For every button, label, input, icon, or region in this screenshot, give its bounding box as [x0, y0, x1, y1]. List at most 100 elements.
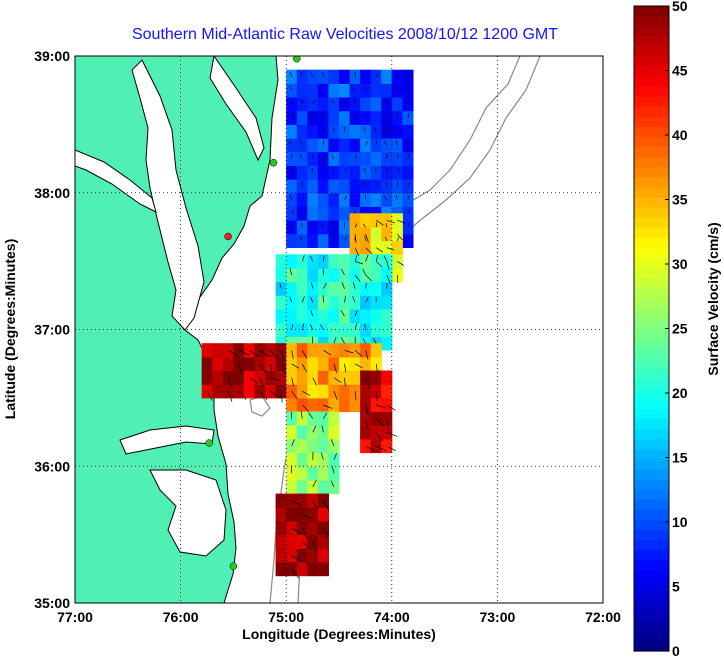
velocity-cell	[212, 343, 224, 358]
velocity-cell	[307, 295, 319, 310]
velocity-cell	[349, 281, 361, 296]
velocity-cell	[307, 69, 319, 84]
velocity-vector	[376, 247, 383, 253]
velocity-cell	[370, 309, 382, 324]
colorbar-segment	[634, 288, 669, 299]
velocity-cell	[286, 220, 298, 235]
velocity-vector	[386, 219, 396, 224]
velocity-vector	[362, 127, 366, 132]
velocity-cell	[381, 83, 393, 98]
velocity-vector	[354, 233, 357, 243]
velocity-cell	[307, 151, 319, 166]
velocity-vector	[312, 100, 316, 105]
velocity-vector	[312, 479, 317, 488]
velocity-cell	[317, 479, 329, 495]
velocity-vector	[228, 377, 232, 389]
colorbar-segment	[634, 399, 669, 410]
colorbar-segment	[634, 36, 669, 47]
velocity-vector	[312, 223, 315, 228]
velocity-vector	[365, 404, 370, 416]
velocity-cell	[328, 397, 340, 413]
velocity-vector	[344, 349, 354, 354]
velocity-cell	[370, 192, 382, 207]
velocity-cell	[317, 110, 329, 125]
velocity-vector	[406, 86, 409, 91]
colorbar-segment	[634, 459, 669, 471]
velocity-vector	[396, 236, 400, 242]
velocity-cell	[328, 295, 340, 310]
colorbar-tick-label: 10	[672, 514, 688, 530]
colorbar-segment	[634, 308, 669, 320]
velocity-vector	[365, 233, 369, 243]
velocity-cell	[286, 281, 298, 296]
velocity-cell	[349, 213, 361, 228]
velocity-cell	[307, 192, 319, 207]
velocity-vector	[373, 127, 377, 132]
velocity-cell	[317, 507, 329, 522]
velocity-vector	[310, 255, 314, 262]
y-tick-label: 36:00	[34, 458, 70, 474]
velocity-cell	[328, 281, 340, 296]
velocity-cell	[307, 83, 319, 98]
velocity-cell	[296, 548, 308, 563]
velocity-vector	[365, 282, 367, 289]
velocity-vector	[385, 236, 388, 242]
velocity-cell	[339, 151, 351, 166]
velocity-vector	[394, 86, 398, 91]
velocity-cell	[296, 281, 308, 296]
velocity-cell	[244, 356, 256, 371]
velocity-vector	[365, 350, 369, 360]
velocity-vector	[249, 350, 259, 357]
velocity-cell	[349, 295, 361, 310]
velocity-vector	[332, 126, 335, 132]
velocity-vector	[363, 223, 366, 228]
chart-title: Southern Mid-Atlantic Raw Velocities 200…	[132, 26, 558, 43]
velocity-vector	[300, 154, 303, 159]
velocity-cell	[244, 384, 256, 399]
y-tick-label: 35:00	[34, 595, 70, 611]
velocity-vector	[386, 431, 397, 437]
velocity-cell	[381, 281, 393, 296]
chesapeake-bay	[131, 59, 205, 331]
velocity-vector	[321, 113, 324, 118]
velocity-cell	[360, 356, 372, 371]
velocity-vector	[331, 141, 335, 146]
velocity-vector	[289, 71, 293, 77]
velocity-cell	[307, 384, 319, 399]
velocity-cell	[307, 411, 319, 426]
velocity-cell	[349, 124, 361, 139]
velocity-vector	[331, 99, 335, 105]
velocity-cell	[328, 83, 340, 98]
velocity-vector	[320, 86, 324, 91]
velocity-cell	[296, 493, 308, 508]
colorbar-segment	[634, 489, 669, 501]
velocity-cell	[360, 83, 372, 98]
velocity-cell	[381, 213, 393, 228]
velocity-vector	[376, 220, 384, 226]
colorbar-segment	[634, 620, 669, 632]
velocity-vector	[407, 113, 410, 118]
velocity-cell	[391, 138, 403, 153]
velocity-vector	[354, 141, 356, 146]
velocity-vector	[396, 274, 399, 284]
velocity-vector	[238, 349, 250, 356]
velocity-cell	[328, 220, 340, 235]
colorbar-segment	[634, 217, 669, 229]
velocity-vector	[259, 377, 265, 388]
velocity-cell	[307, 562, 319, 577]
velocity-cell	[391, 124, 403, 139]
velocity-vector	[291, 555, 302, 561]
colorbar-segment	[634, 509, 669, 521]
velocity-cell	[307, 309, 319, 324]
velocity-cell	[275, 343, 287, 358]
velocity-cell	[296, 479, 308, 495]
velocity-cell	[402, 165, 414, 180]
velocity-vector	[238, 391, 247, 400]
velocity-cell	[328, 343, 340, 358]
velocity-vector	[308, 412, 314, 419]
velocity-cell	[307, 179, 319, 194]
velocity-cell	[370, 97, 382, 112]
colorbar-segment	[634, 46, 669, 57]
velocity-cell	[317, 425, 329, 440]
colorbar-segment	[634, 247, 669, 259]
